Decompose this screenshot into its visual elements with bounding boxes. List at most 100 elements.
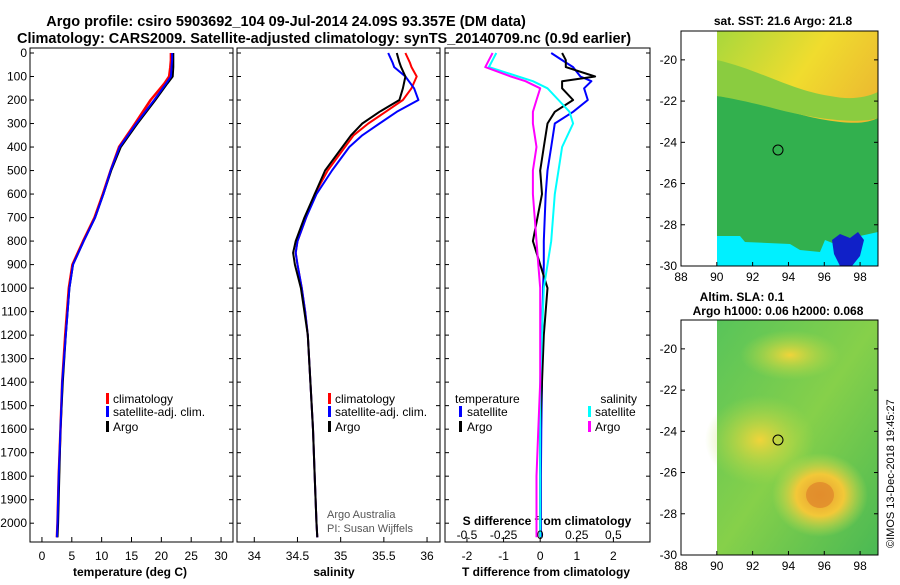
map-y-tick-label: -20 bbox=[660, 342, 678, 356]
x-tick-label: 30 bbox=[214, 549, 228, 563]
x-tick-label: -1 bbox=[498, 549, 509, 563]
map-y-tick-label: -30 bbox=[660, 259, 678, 273]
depth-tick-label: 2000 bbox=[0, 516, 27, 530]
legend-label-argo: Argo bbox=[335, 420, 361, 434]
s-tick-label: 0.25 bbox=[565, 528, 589, 542]
series-line-temperature-satellite-adj-clim- bbox=[56, 53, 175, 538]
depth-tick-label: 200 bbox=[7, 93, 27, 107]
x-tick-label: 20 bbox=[155, 549, 169, 563]
legend-swatch-s-argo bbox=[588, 421, 591, 432]
difference-axes-frame bbox=[444, 47, 651, 543]
legend-label-t-argo: Argo bbox=[467, 420, 493, 434]
legend-label-satellite-adj: satellite-adj. clim. bbox=[113, 405, 205, 419]
map-y-tick-label: -22 bbox=[660, 94, 678, 108]
depth-tick-label: 100 bbox=[7, 70, 27, 84]
profile-lines bbox=[55, 52, 597, 538]
s-difference-axis-label: S difference from climatology bbox=[463, 514, 632, 528]
legend-label-t-satellite: satellite bbox=[467, 405, 508, 419]
sla-map-argo-position-marker bbox=[772, 434, 784, 446]
depth-tick-label: 500 bbox=[7, 164, 27, 178]
legend-label-argo: Argo bbox=[113, 420, 139, 434]
depth-tick-label: 1200 bbox=[0, 328, 27, 342]
sst-map-argo-position-marker bbox=[772, 144, 784, 156]
title-line-2: Climatology: CARS2009. Satellite-adjuste… bbox=[17, 31, 631, 47]
imos-timestamp: ©IMOS 13-Dec-2018 19:45:27 bbox=[885, 399, 897, 548]
legend-label-s-argo: Argo bbox=[595, 420, 621, 434]
depth-tick-label: 0 bbox=[20, 46, 27, 60]
map-x-tick-label: 92 bbox=[746, 270, 760, 284]
series-line-temperature-climatology bbox=[55, 53, 173, 538]
x-tick-label: 25 bbox=[185, 549, 199, 563]
difference-legend: temperature satellite Argo salinity sate… bbox=[455, 392, 637, 434]
map-x-tick-label: 96 bbox=[818, 559, 832, 573]
sst-map-green-band bbox=[717, 96, 878, 266]
map-y-tick-label: -30 bbox=[660, 548, 678, 562]
map-y-tick-label: -24 bbox=[660, 135, 678, 149]
map-y-tick-label: -22 bbox=[660, 383, 678, 397]
legend-swatch-satellite-adj bbox=[106, 406, 109, 417]
x-tick-label: 15 bbox=[125, 549, 139, 563]
depth-tick-label: 1700 bbox=[0, 446, 27, 460]
legend-title-salinity: salinity bbox=[600, 392, 637, 406]
depth-axis-labels: 0 100 200 300 400 500 600 700 800 900 1000 1100 1200… bbox=[0, 46, 27, 530]
legend-swatch-t-argo bbox=[459, 421, 462, 432]
depth-tick-label: 1000 bbox=[0, 281, 27, 295]
legend-swatch-satellite-adj bbox=[328, 406, 331, 417]
temperature-legend: climatology satellite-adj. clim. Argo bbox=[106, 392, 205, 434]
x-tick-label: 0 bbox=[39, 549, 46, 563]
salinity-panel bbox=[236, 47, 441, 543]
map-y-tick-label: -26 bbox=[660, 177, 678, 191]
sst-map-title: sat. SST: 21.6 Argo: 21.8 bbox=[714, 14, 853, 28]
sla-map-warm-anomaly-north bbox=[740, 330, 840, 380]
series-line-temperature-argo bbox=[55, 53, 174, 538]
map-y-tick-label: -20 bbox=[660, 53, 678, 67]
sla-map-warm-anomaly-west bbox=[705, 395, 815, 485]
sla-map-subtitle: Argo h1000: 0.06 h2000: 0.068 bbox=[693, 304, 864, 318]
depth-tick-label: 1800 bbox=[0, 469, 27, 483]
map-x-tick-label: 98 bbox=[853, 270, 867, 284]
legend-swatch-s-satellite bbox=[588, 406, 591, 417]
sst-map: sat. SST: 21.6 Argo: 21.8 88 90 92 94 96 98 -2… bbox=[660, 14, 879, 284]
depth-tick-label: 1600 bbox=[0, 422, 27, 436]
temperature-axis-label: temperature (deg C) bbox=[73, 565, 187, 579]
depth-tick-label: 1300 bbox=[0, 352, 27, 366]
map-y-tick-label: -28 bbox=[660, 218, 678, 232]
series-line-difference-s-argo bbox=[484, 52, 542, 538]
difference-panel bbox=[444, 47, 651, 543]
x-tick-label: 36 bbox=[420, 549, 434, 563]
sst-map-land-white bbox=[681, 31, 717, 266]
salinity-axis-label: salinity bbox=[313, 565, 355, 579]
sla-map: Altim. SLA: 0.1 Argo h1000: 0.06 h2000: … bbox=[660, 290, 879, 573]
map-y-tick-label: -24 bbox=[660, 424, 678, 438]
depth-tick-label: 1500 bbox=[0, 399, 27, 413]
map-x-tick-label: 90 bbox=[710, 559, 724, 573]
sla-map-title: Altim. SLA: 0.1 bbox=[700, 290, 785, 304]
depth-tick-label: 800 bbox=[7, 234, 27, 248]
credit-argo-australia: Argo Australia bbox=[327, 509, 396, 521]
map-y-tick-label: -26 bbox=[660, 466, 678, 480]
x-tick-label: 35 bbox=[334, 549, 348, 563]
depth-tick-label: 700 bbox=[7, 211, 27, 225]
depth-tick-label: 1900 bbox=[0, 493, 27, 507]
map-y-tick-label: -28 bbox=[660, 507, 678, 521]
legend-label-climatology: climatology bbox=[335, 392, 395, 406]
map-x-tick-label: 98 bbox=[853, 559, 867, 573]
s-tick-label: 0.5 bbox=[605, 528, 622, 542]
sla-map-frame bbox=[680, 319, 879, 556]
salinity-legend: climatology satellite-adj. clim. Argo bbox=[328, 392, 427, 434]
depth-tick-label: 1100 bbox=[1, 305, 27, 319]
depth-tick-label: 600 bbox=[7, 187, 27, 201]
depth-tick-label: 300 bbox=[7, 117, 27, 131]
s-tick-label: -0.5 bbox=[457, 528, 478, 542]
legend-swatch-climatology bbox=[328, 393, 331, 404]
legend-swatch-climatology bbox=[106, 393, 109, 404]
map-x-tick-label: 96 bbox=[818, 270, 832, 284]
x-tick-label: 34.5 bbox=[286, 549, 310, 563]
sst-map-yellowgreen-band bbox=[717, 60, 878, 121]
depth-tick-label: 400 bbox=[7, 140, 27, 154]
x-tick-label: 0 bbox=[537, 549, 544, 563]
x-tick-label: 10 bbox=[95, 549, 109, 563]
depth-tick-label: 1400 bbox=[0, 375, 27, 389]
depth-tick-label: 900 bbox=[7, 258, 27, 272]
